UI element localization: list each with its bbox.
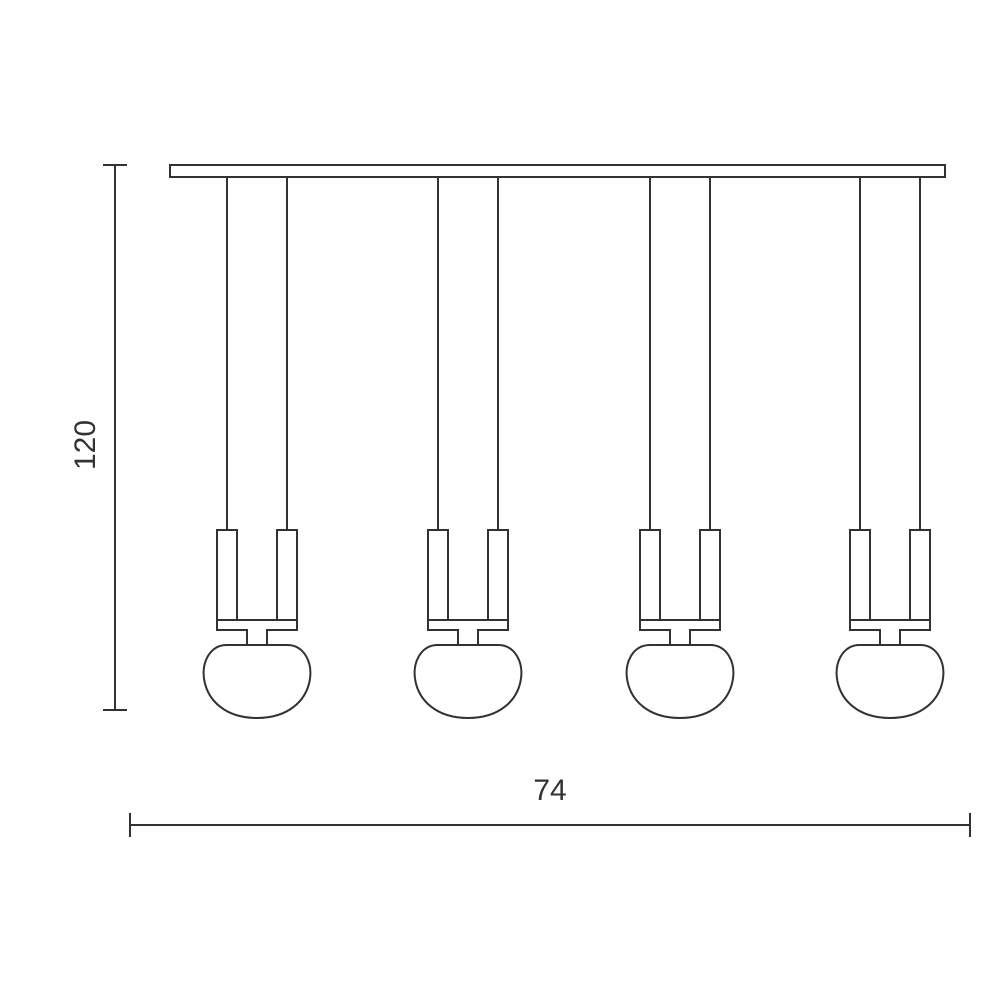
tube — [700, 530, 720, 620]
tube — [910, 530, 930, 620]
ceiling-bar — [170, 165, 945, 177]
pendant-4 — [837, 177, 944, 718]
width-label: 74 — [533, 774, 566, 807]
tube — [217, 530, 237, 620]
pendant-lamp-diagram: 120 74 — [0, 0, 1000, 1000]
bulb — [627, 645, 734, 718]
tube — [488, 530, 508, 620]
tube — [850, 530, 870, 620]
bulb — [204, 645, 311, 718]
horizontal-dimension: 74 — [130, 774, 970, 837]
vertical-dimension: 120 — [69, 165, 127, 710]
bridge — [640, 620, 720, 645]
pendant-3 — [627, 177, 734, 718]
bridge — [217, 620, 297, 645]
tube — [640, 530, 660, 620]
pendant-2 — [415, 177, 522, 718]
pendants-group — [204, 177, 944, 718]
bridge — [850, 620, 930, 645]
tube — [428, 530, 448, 620]
bulb — [415, 645, 522, 718]
tube — [277, 530, 297, 620]
pendant-1 — [204, 177, 311, 718]
height-label: 120 — [69, 420, 102, 470]
bridge — [428, 620, 508, 645]
bulb — [837, 645, 944, 718]
